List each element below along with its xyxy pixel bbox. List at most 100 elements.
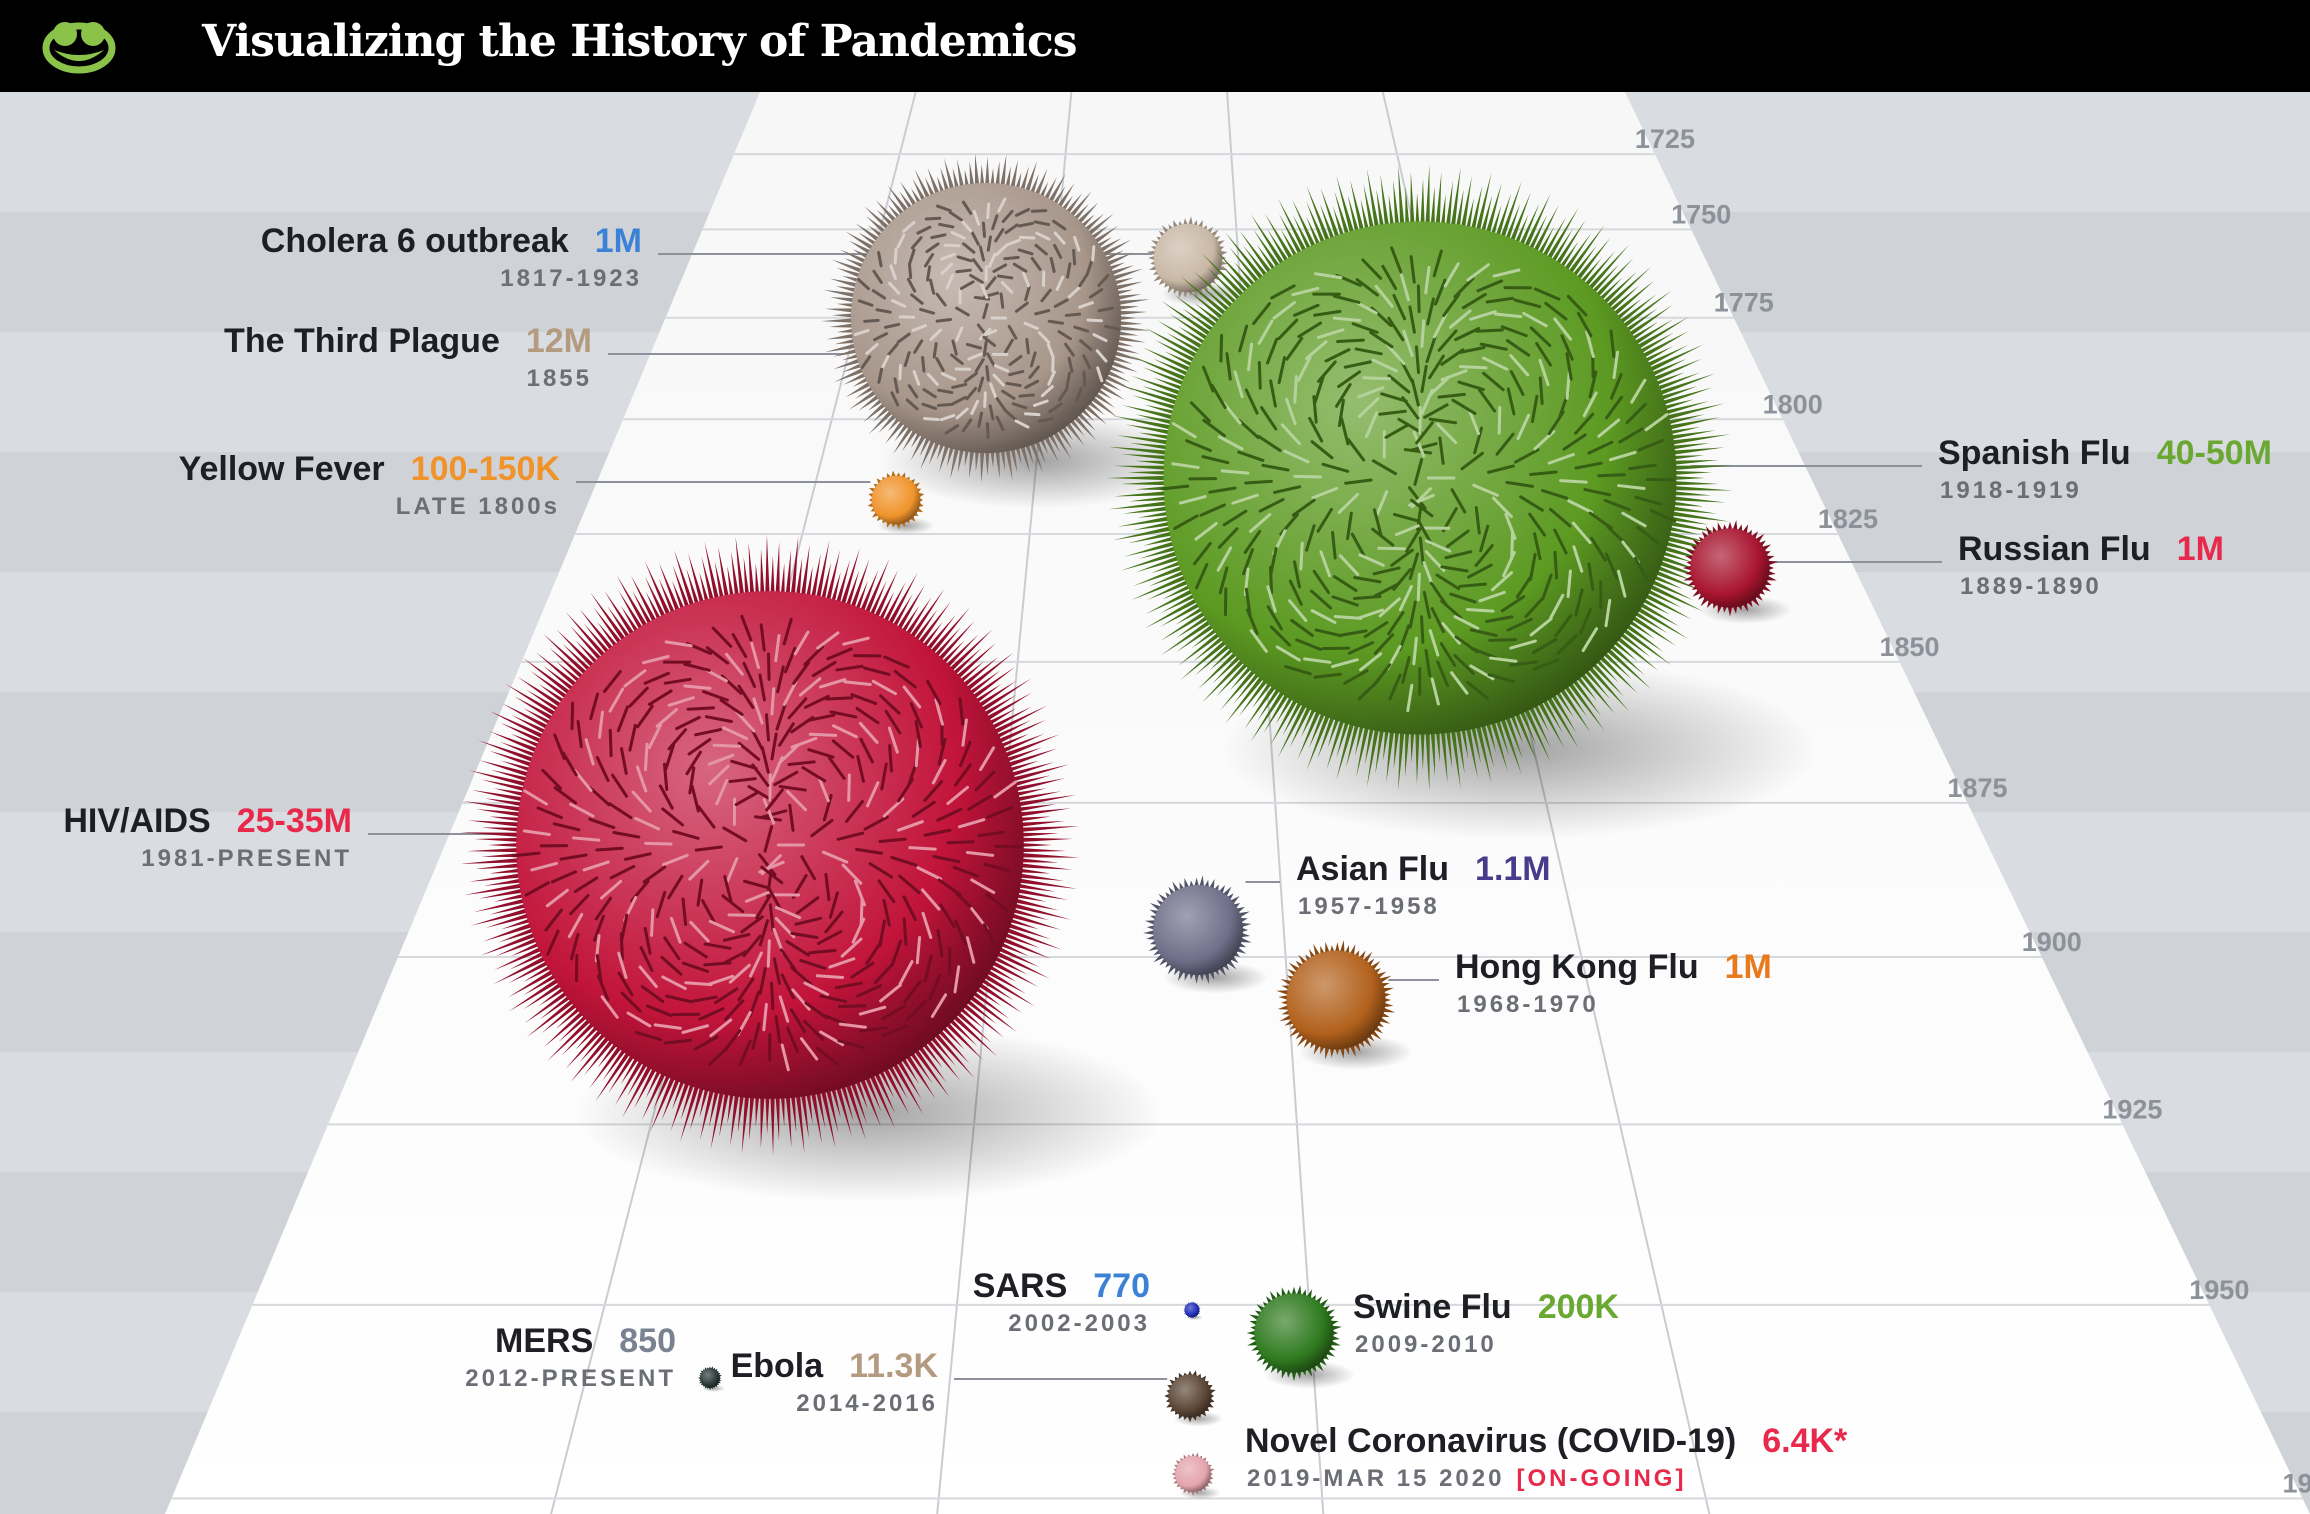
y-tick-label: 1725 <box>1635 124 1695 154</box>
bubble-texture <box>986 352 996 368</box>
bubble-texture <box>1509 639 1537 650</box>
bubble-texture <box>822 793 833 822</box>
bubble-texture <box>569 802 595 818</box>
bubble-texture <box>1529 470 1558 476</box>
bubble-texture <box>1479 524 1490 553</box>
bubble-texture <box>888 281 901 295</box>
bubble-texture <box>902 917 908 946</box>
bubble-texture <box>983 391 987 408</box>
years-note: [ON-GOING] <box>1516 1465 1686 1492</box>
bubble-texture <box>1405 527 1422 553</box>
bubble-texture <box>1292 303 1320 317</box>
bubble-texture <box>1412 636 1418 666</box>
bubble-texture <box>1014 419 1030 429</box>
bubble-texture <box>965 851 995 857</box>
bubble-texture <box>1497 405 1502 435</box>
bubble-texture <box>653 1023 682 1030</box>
bubble-texture <box>780 1043 790 1072</box>
bubble-texture <box>944 424 960 435</box>
bubble-texture <box>1292 560 1301 589</box>
bubble-core <box>871 475 921 525</box>
bubble-texture <box>1409 255 1416 284</box>
bubble-texture <box>932 342 938 359</box>
bubble-texture <box>1332 316 1362 323</box>
bubble-texture <box>1487 673 1516 684</box>
bubble-texture <box>759 623 766 652</box>
bubble-texture <box>1210 383 1227 410</box>
bubble-texture <box>1597 473 1626 478</box>
bubble-texture <box>829 710 858 719</box>
bubble-texture <box>914 738 920 768</box>
bubble-texture <box>979 746 996 772</box>
years-text: 1968-1970 <box>1457 991 1599 1018</box>
bubble-texture <box>1313 672 1342 679</box>
bubble-texture <box>1524 596 1545 619</box>
y-ticks: 1725 1750 1775 1800 1825 1850 1875 1900 1925 1950… <box>1635 124 2310 1498</box>
bubble-texture <box>707 753 735 766</box>
bubble-texture <box>1310 440 1334 460</box>
y-tick-label: 1900 <box>2022 927 2082 957</box>
years-text: 2009-2010 <box>1355 1331 1497 1358</box>
bubble-texture <box>773 770 799 787</box>
bubble-hong-kong-flu <box>1276 940 1396 1060</box>
bubble-texture <box>853 328 870 337</box>
bubble-texture <box>1171 422 1197 439</box>
bubble-texture <box>1428 354 1445 380</box>
bubble-texture <box>1566 294 1588 317</box>
bubble-texture <box>570 701 575 731</box>
bubble-texture <box>1270 284 1296 300</box>
bubble-texture <box>1425 335 1437 364</box>
pandemic-name-and-deaths: Hong Kong Flu 1M <box>1455 948 1772 986</box>
bubble-texture <box>936 807 963 822</box>
bubble-texture <box>878 837 907 843</box>
bubble-texture <box>926 372 939 386</box>
bubble-texture <box>672 829 700 840</box>
header-bar: Visualizing the History of Pandemics <box>0 0 2310 92</box>
bubble-texture <box>1219 333 1224 363</box>
bubble-texture <box>1004 223 1019 235</box>
bubble-texture <box>707 974 735 986</box>
bubble-texture <box>1410 378 1420 407</box>
bubble-texture <box>643 926 652 955</box>
bubble-texture <box>1454 326 1481 342</box>
bubble-texture <box>905 398 919 411</box>
bubble-texture <box>893 248 898 265</box>
bubble-texture <box>530 861 558 872</box>
bubble-texture <box>569 932 580 961</box>
bubble-texture <box>838 1004 867 1009</box>
bubble-texture <box>939 413 956 422</box>
bubble-texture <box>550 870 578 884</box>
bubble-texture <box>1347 641 1375 655</box>
years-text: LATE 1800s <box>396 493 560 520</box>
years-text: 1855 <box>527 365 592 392</box>
bubble-texture <box>859 898 864 927</box>
bubble-texture <box>842 636 870 646</box>
bubble-texture <box>1390 246 1403 274</box>
bubble-texture <box>936 402 954 407</box>
bubble-texture <box>740 614 753 642</box>
bubble-texture <box>921 911 933 940</box>
bubble-texture <box>819 994 848 1004</box>
label-the-third-plague: The Third Plague 12M 1855 <box>224 322 592 392</box>
bubble-texture <box>843 680 872 687</box>
bubble-texture <box>667 728 688 751</box>
bubble-texture <box>875 308 892 314</box>
bubble-texture <box>880 762 888 791</box>
bubble-texture <box>1446 529 1470 548</box>
bubble-texture <box>767 886 783 912</box>
bubble-texture <box>1566 569 1572 599</box>
bubble-texture <box>1435 573 1461 591</box>
bubble-texture <box>561 751 578 777</box>
bubble-texture <box>1242 548 1254 576</box>
bubble-texture <box>1466 680 1490 700</box>
bubble-texture <box>1053 243 1063 259</box>
bubble-texture <box>1571 521 1592 545</box>
bubble-texture <box>1237 418 1260 440</box>
bubble-texture <box>905 1000 927 1021</box>
bubble-texture <box>737 977 755 1002</box>
bubble-texture <box>1387 611 1405 636</box>
bubble-texture <box>986 806 1013 819</box>
bubble-texture <box>816 631 840 650</box>
bubble-texture <box>763 825 774 853</box>
bubble-texture <box>1621 511 1647 528</box>
